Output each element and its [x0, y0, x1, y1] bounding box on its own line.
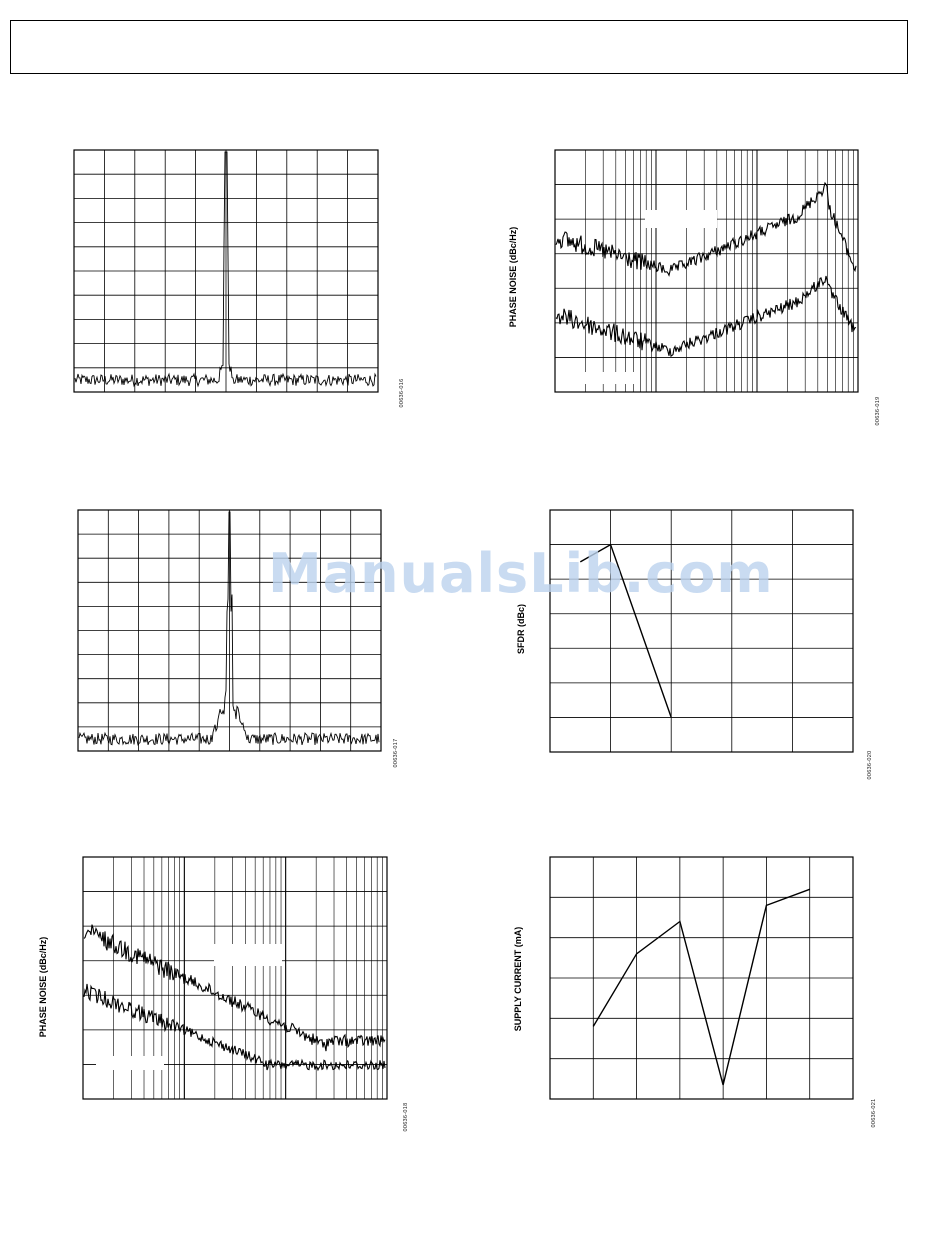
chart5-legend-box [96, 1056, 164, 1070]
chart1-series-spectrum [74, 151, 377, 388]
chart2-legend-box [568, 372, 634, 384]
chart5-frame [82, 856, 388, 1100]
chart5-ylabel: PHASE NOISE (dBc/Hz) [38, 936, 48, 1038]
chart5-series-lower [83, 983, 386, 1072]
chart5-figure-code: 00636-018 [403, 1102, 409, 1132]
chart5-series-upper [83, 924, 386, 1052]
chart4-figure-code: 00636-020 [867, 750, 873, 780]
chart2-legend-box [645, 210, 717, 228]
watermark: ManualsLib.com [268, 542, 774, 605]
chart6-series-line [592, 888, 810, 1086]
chart6-figure-code: 00636-021 [871, 1098, 877, 1128]
chart1-frame [73, 149, 379, 393]
chart4-frame [549, 509, 854, 753]
chart4-series-line [579, 543, 672, 718]
chart2-series-upper [555, 181, 857, 277]
chart2-figure-code: 00636-019 [875, 396, 881, 426]
chart6-frame [549, 856, 854, 1100]
chart5-legend-box [214, 944, 282, 966]
chart3-series-spectrum [78, 511, 380, 746]
chart2-ylabel: PHASE NOISE (dBc/Hz) [508, 226, 518, 328]
chart3-frame [77, 509, 382, 752]
chart1-figure-code: 00636-016 [399, 378, 405, 408]
header-box [10, 20, 908, 74]
chart6-ylabel: SUPPLY CURRENT (mA) [513, 926, 523, 1032]
chart2-frame [554, 149, 859, 393]
chart3-figure-code: 00636-017 [393, 738, 399, 768]
chart2-series-lower [555, 275, 857, 358]
